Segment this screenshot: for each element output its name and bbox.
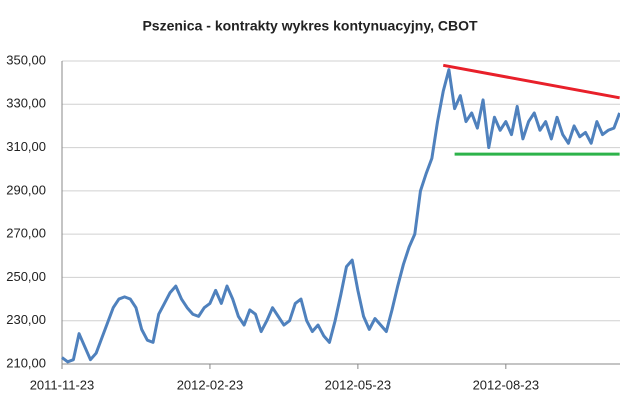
y-tick-label: 290,00	[6, 182, 46, 197]
y-tick-label: 270,00	[6, 226, 46, 241]
x-tick-label: 2012-08-23	[473, 377, 540, 392]
y-tick-label: 210,00	[6, 355, 46, 370]
x-tick-label: 2012-02-23	[177, 377, 244, 392]
y-tick-label: 230,00	[6, 312, 46, 327]
price-line	[61, 68, 620, 364]
x-tick-label: 2012-05-23	[325, 377, 392, 392]
y-tick-label: 250,00	[6, 269, 46, 284]
y-tick-label: 350,00	[6, 52, 46, 67]
chart-title: Pszenica - kontrakty wykres kontynuacyjn…	[142, 18, 478, 34]
y-tick-label: 330,00	[6, 96, 46, 111]
y-tick-label: 310,00	[6, 139, 46, 154]
trend-line	[442, 63, 620, 100]
x-tick-label: 2011-11-23	[30, 377, 95, 392]
